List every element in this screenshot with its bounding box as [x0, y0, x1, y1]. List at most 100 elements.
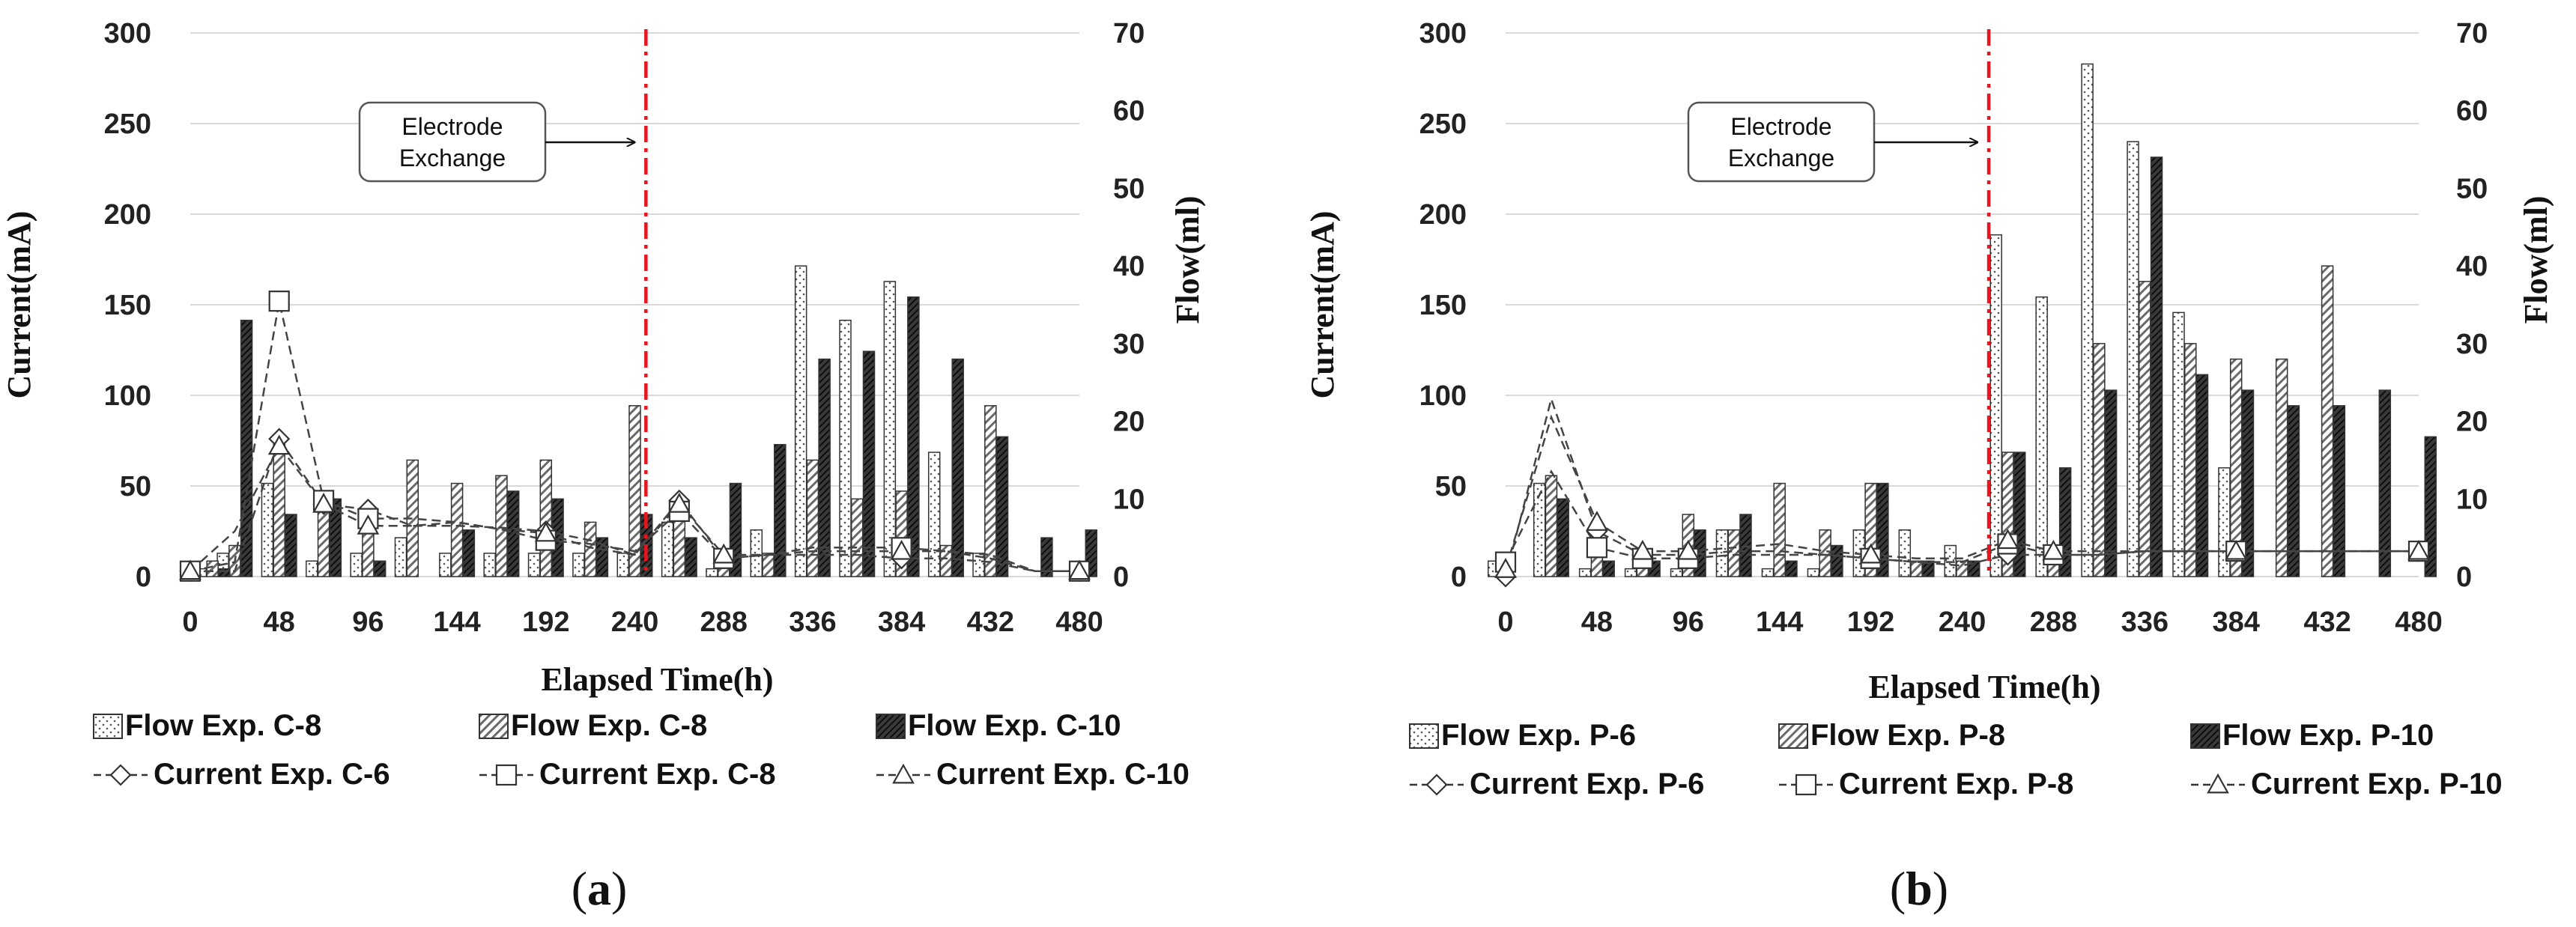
flow-bar: [1898, 529, 1912, 577]
flow-bar: [2241, 389, 2255, 577]
chart-panel-a: 0 50 100 150 200 250 300 0 10 20 30 40 50 60 70 0 48 96 14…: [1, 18, 1206, 915]
flow-bar: [2139, 281, 2151, 577]
flow-bars: [1488, 63, 2437, 577]
y-tick-label: 100: [104, 380, 151, 412]
flow-bar: [462, 529, 476, 577]
x-tick-label: 240: [611, 607, 658, 638]
chart-a-svg: 0 50 100 150 200 250 300 0 10 20 30 40 50 60 70 0 48 96 14…: [1, 18, 1206, 915]
flow-bar: [439, 553, 452, 577]
flow-bar: [317, 505, 330, 577]
flow-bar: [539, 459, 553, 577]
flow-bar: [240, 319, 253, 577]
flow-bar: [1910, 560, 1923, 577]
flow-bar: [394, 537, 407, 577]
legend-marker: [892, 763, 915, 784]
flow-bar: [595, 537, 609, 577]
x-tick-label: 48: [264, 607, 295, 638]
flow-bar: [1624, 568, 1637, 577]
flow-bar: [1989, 234, 2002, 577]
y-tick-label: 250: [1419, 109, 1467, 140]
x-tick-label: 0: [1497, 607, 1513, 638]
x-tick-label: 432: [967, 607, 1014, 638]
y-tick-label: 0: [136, 562, 151, 593]
current-line: [1504, 469, 2419, 563]
current-point: [357, 514, 380, 535]
annotation-text: Exchange: [1728, 145, 1834, 171]
current-point: [2042, 539, 2065, 560]
legend-label: Flow Exp. P-8: [1810, 719, 2005, 752]
current-point: [1068, 559, 1091, 580]
y-axis-title: Current(mA): [1304, 211, 1341, 399]
flow-bar: [1040, 537, 1053, 577]
y-tick-label: 0: [1451, 562, 1467, 593]
chart-panel-b: 0 50 100 150 200 250 300 0 10 20 30 40 50 60 70 0 48 96 14…: [1288, 0, 2576, 927]
flow-bar: [2093, 343, 2106, 577]
legend-marker: [1795, 773, 1817, 796]
y2-tick-label: 20: [1113, 407, 1145, 438]
legend-swatch: [93, 714, 123, 739]
legend-label: Current Exp. C-8: [539, 758, 776, 791]
flow-bar: [2127, 141, 2139, 577]
current-point: [1494, 558, 1517, 578]
current-lines: [179, 291, 1091, 583]
flow-bars: [194, 265, 1097, 577]
flow-bar: [1773, 482, 1786, 577]
flow-bar: [273, 443, 285, 577]
flow-bar: [951, 358, 964, 577]
flow-bar: [1785, 560, 1798, 577]
flow-bar: [818, 358, 831, 577]
flow-bar: [1831, 544, 1843, 577]
legend-label: Current Exp. C-6: [154, 758, 390, 791]
current-line: [1504, 414, 2419, 570]
legend-item: Current Exp. P-8: [1779, 768, 2073, 800]
x-tick-label: 144: [433, 607, 480, 638]
legend-swatch: [876, 714, 906, 739]
flow-bar: [685, 537, 697, 577]
flow-bar: [1819, 529, 1831, 577]
current-point: [268, 291, 290, 312]
y-tick-label: 300: [104, 18, 151, 49]
y-tick-label: 150: [1419, 290, 1467, 321]
flow-bar: [1578, 568, 1592, 577]
current-point: [712, 543, 736, 564]
x-tick-label: 288: [700, 607, 747, 638]
gridlines: [190, 32, 1079, 577]
flow-bar: [2275, 358, 2288, 577]
legend-swatch: [1778, 723, 1808, 749]
x-axis-title: Elapsed Time(h): [1868, 669, 2100, 705]
x-tick-label: 96: [352, 607, 384, 638]
flow-bar: [616, 553, 629, 577]
current-point: [1586, 511, 1608, 531]
flow-bar: [1956, 560, 1969, 577]
flow-bar: [1602, 560, 1615, 577]
flow-bar: [495, 475, 508, 577]
y2-tick-label: 40: [2456, 251, 2488, 282]
x-tick-label: 336: [789, 607, 836, 638]
electrode-exchange-annotation: Electrode Exchange: [358, 101, 634, 183]
legend: Flow Exp. P-6 Flow Exp. P-8 Flow Exp. P-10…: [1409, 719, 2503, 800]
y2-axis-title: Flow(ml): [2518, 195, 2554, 323]
legend: Flow Exp. C-8 Flow Exp. C-8 Flow Exp. C-10…: [93, 709, 1189, 791]
current-point: [1586, 537, 1607, 559]
flow-bar: [206, 560, 219, 577]
legend-label: Flow Exp. C-10: [908, 709, 1121, 742]
y2-tick-label: 50: [2456, 173, 2488, 204]
flow-bar: [774, 443, 787, 577]
flow-bar: [907, 296, 920, 577]
x-tick-label: 48: [1581, 607, 1613, 638]
legend-item: Flow Exp. C-8: [93, 709, 321, 742]
flow-bar: [1807, 568, 1820, 577]
flow-bar: [1727, 529, 1740, 577]
flow-bar: [839, 319, 852, 577]
y-axis-title: Current(mA): [1, 211, 37, 399]
legend-label: Current Exp. P-6: [1470, 768, 1704, 800]
flow-bar: [1545, 475, 1558, 577]
flow-bar: [373, 560, 387, 577]
y2-tick-label: 70: [1113, 18, 1145, 49]
flow-bar: [572, 553, 585, 577]
flow-bar: [2150, 156, 2163, 577]
y2-tick-label: 30: [2456, 329, 2488, 360]
current-point: [1631, 539, 1654, 560]
y-tick-label: 200: [1419, 199, 1467, 231]
y-tick-label: 300: [1419, 18, 1467, 49]
